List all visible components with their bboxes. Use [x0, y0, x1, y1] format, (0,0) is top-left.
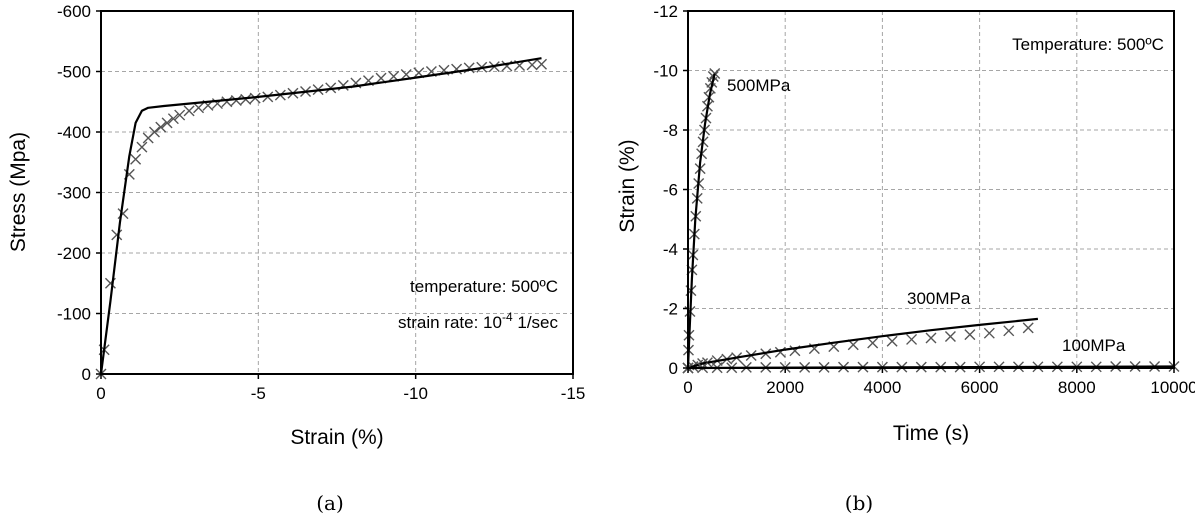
chart-panel-a: 0 -5 -10 -15 0 -100 -200 -300 -400 -500 -600 Stra… — [7, 2, 585, 515]
data-point-marker — [161, 117, 173, 129]
data-point-marker — [193, 102, 205, 114]
strain-rate-suffix: 1/sec — [513, 313, 559, 332]
panel-caption-a: (a) — [316, 491, 344, 515]
y-axis-title-b: Strain (%) — [616, 139, 639, 232]
data-point-marker-300mpa — [964, 329, 976, 341]
x-tick-label: -15 — [561, 384, 586, 403]
y-tick-label: -6 — [663, 181, 678, 200]
data-point-marker-300mpa — [1003, 325, 1015, 337]
data-point-marker-300mpa — [944, 330, 956, 342]
y-axis-title-a: Stress (Mpa) — [7, 132, 30, 252]
x-axis-title-a: Strain (%) — [290, 426, 383, 449]
x-ticks-b: 0 2000 4000 6000 8000 10000 — [683, 368, 1195, 397]
data-point-marker — [155, 121, 167, 133]
x-tick-label: 2000 — [766, 378, 804, 397]
x-tick-label: 0 — [683, 378, 692, 397]
data-point-marker — [117, 208, 129, 220]
y-tick-label: -2 — [663, 300, 678, 319]
y-tick-label: 0 — [669, 359, 678, 378]
strain-rate-annotation: strain rate: 10-4 1/sec — [398, 310, 558, 332]
fit-curve-line — [99, 57, 542, 375]
data-point-marker-300mpa — [1022, 322, 1034, 334]
grid-b — [688, 11, 1174, 368]
y-tick-label: -8 — [663, 121, 678, 140]
y-tick-label: -12 — [653, 2, 678, 21]
data-point-marker — [526, 59, 538, 71]
y-tick-label: -4 — [663, 240, 678, 259]
data-point-marker — [183, 105, 195, 117]
x-ticks-a: 0 -5 -10 -15 — [96, 374, 585, 403]
x-tick-label: 8000 — [1058, 378, 1096, 397]
x-tick-label: 6000 — [961, 378, 999, 397]
y-tick-label: -100 — [57, 305, 91, 324]
x-tick-label: 4000 — [863, 378, 901, 397]
y-tick-label: -600 — [57, 2, 91, 21]
strain-rate-exponent: -4 — [502, 310, 513, 324]
x-tick-label: -5 — [251, 384, 266, 403]
data-point-marker — [240, 93, 252, 105]
series-b — [682, 67, 1180, 374]
y-tick-label: -300 — [57, 184, 91, 203]
series-label-500mpa: 500MPa — [727, 76, 791, 95]
data-point-marker — [130, 153, 142, 165]
data-point-marker — [536, 58, 548, 70]
y-tick-label: 0 — [82, 365, 91, 384]
y-tick-label: -500 — [57, 63, 91, 82]
strain-rate-prefix: strain rate: 10 — [398, 313, 502, 332]
y-ticks-b: 0 -2 -4 -6 -8 -10 -12 — [653, 2, 688, 378]
panel-caption-b: (b) — [845, 491, 873, 515]
data-point-marker-300mpa — [867, 337, 879, 349]
chart-panel-b: 0 2000 4000 6000 8000 10000 0 -2 -4 -6 -8 -10 -12 T… — [616, 2, 1195, 515]
data-point-marker — [325, 82, 337, 94]
fit-curve-line-500mpa — [686, 73, 716, 369]
data-point-marker-300mpa — [983, 327, 995, 339]
data-point-marker-300mpa — [925, 332, 937, 344]
y-tick-label: -400 — [57, 123, 91, 142]
fit-curve-line-300mpa — [687, 317, 1039, 370]
data-point-marker — [111, 229, 123, 241]
x-axis-title-b: Time (s) — [893, 422, 969, 445]
temperature-annotation-a: temperature: 500ºC — [410, 277, 558, 296]
data-point-marker — [136, 141, 148, 153]
series-label-300mpa: 300MPa — [907, 289, 971, 308]
data-point-marker — [230, 95, 242, 107]
data-point-marker-300mpa — [886, 335, 898, 347]
series-a — [95, 57, 548, 380]
x-tick-label: 0 — [96, 384, 105, 403]
y-ticks-a: 0 -100 -200 -300 -400 -500 -600 — [57, 2, 101, 384]
data-point-marker — [221, 96, 233, 108]
data-point-marker-300mpa — [906, 333, 918, 345]
data-point-marker — [167, 113, 179, 125]
series-label-100mpa: 100MPa — [1062, 336, 1126, 355]
data-point-marker-500mpa — [709, 67, 721, 79]
data-point-marker — [174, 109, 186, 121]
x-tick-label: 10000 — [1150, 378, 1195, 397]
grid-a — [101, 11, 573, 374]
temperature-annotation-b: Temperature: 500ºC — [1012, 35, 1164, 54]
y-tick-label: -200 — [57, 244, 91, 263]
y-tick-label: -10 — [653, 62, 678, 81]
data-point-marker — [148, 126, 160, 138]
x-tick-label: -10 — [403, 384, 428, 403]
